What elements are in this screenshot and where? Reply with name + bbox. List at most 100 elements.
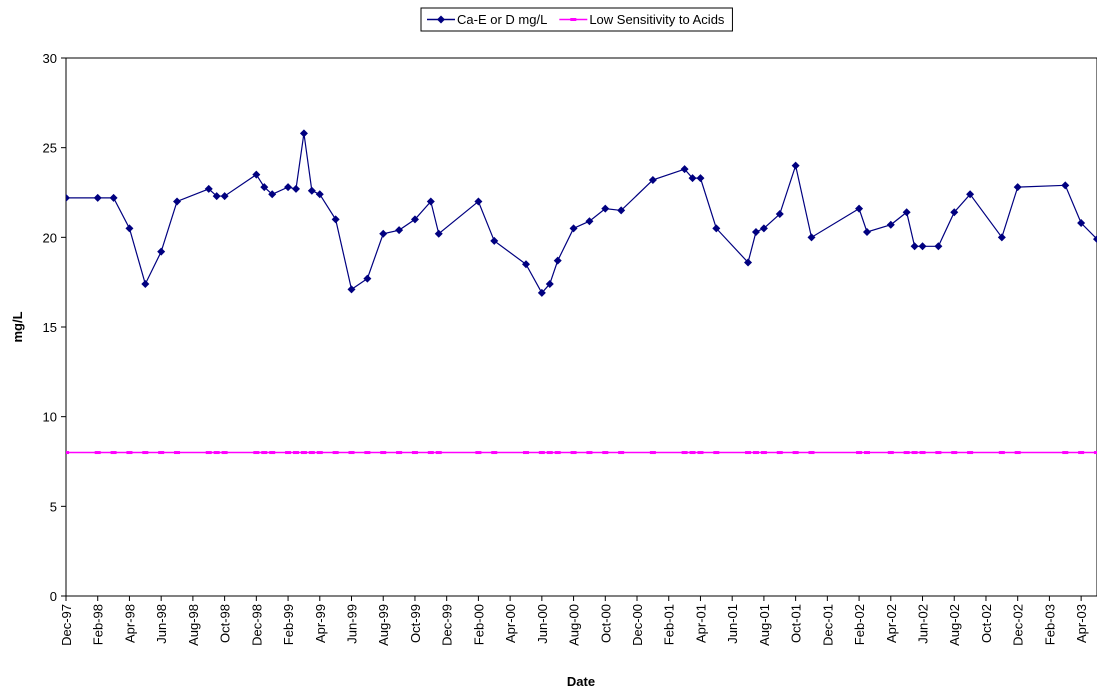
x-tick-label: Apr-03 [1074,604,1089,643]
point [220,192,229,201]
point [1061,181,1070,190]
point [316,451,323,455]
point [66,451,69,455]
x-tick-label: Feb-98 [91,604,106,645]
point [910,242,919,251]
point [125,224,134,233]
x-tick-label: Jun-00 [535,604,550,644]
x-tick-label: Feb-03 [1042,604,1057,645]
point [173,197,182,206]
x-axis-title: Date [567,674,595,689]
point [966,190,975,199]
point [142,451,149,455]
point [903,451,910,455]
point [110,451,117,455]
point [649,451,656,455]
y-tick-label: 10 [43,410,57,425]
point [744,258,753,267]
point [601,204,610,213]
point [689,451,696,455]
x-tick-label: Feb-00 [471,604,486,645]
y-tick-label: 30 [43,51,57,66]
point [126,451,133,455]
x-tick-label: Aug-01 [757,604,772,646]
legend: Ca-E or D mg/L Low Sensitivity to Acids [420,7,733,32]
point [205,451,212,455]
point [902,208,911,217]
point [546,451,553,455]
x-tick-label: Feb-02 [852,604,867,645]
point [221,451,228,455]
x-tick-label: Dec-99 [440,604,455,646]
point [918,242,927,251]
point [887,451,894,455]
point [157,247,166,256]
point [570,451,577,455]
x-tick-label: Jun-99 [345,604,360,644]
point [776,451,783,455]
x-tick-label: Dec-97 [59,604,74,646]
y-tick-label: 5 [50,499,57,514]
point [268,190,277,199]
point [553,256,562,265]
x-tick-label: Dec-00 [630,604,645,646]
point [410,215,419,224]
point [490,236,499,245]
point [434,229,443,238]
point [545,279,554,288]
point [775,210,784,219]
point [426,197,435,206]
point [299,129,308,138]
x-tick-label: Aug-99 [376,604,391,646]
point [1077,218,1086,227]
point [697,451,704,455]
x-tick-label: Dec-98 [249,604,264,646]
point [411,451,418,455]
x-tick-label: Jun-02 [916,604,931,644]
point [285,451,292,455]
x-tick-label: Apr-99 [313,604,328,643]
point [538,451,545,455]
point [680,165,689,174]
point [521,260,530,269]
point [1093,235,1097,244]
point [380,451,387,455]
point [760,451,767,455]
y-axis-title: mg/L [10,311,25,342]
point [491,451,498,455]
x-tick-label: Oct-01 [789,604,804,643]
point [158,451,165,455]
x-tick-label: Jun-98 [154,604,169,644]
point [696,174,705,183]
point [554,451,561,455]
series-line [66,133,1097,294]
point [308,451,315,455]
point [348,451,355,455]
point [759,224,768,233]
point [855,204,864,213]
point [951,451,958,455]
x-tick-label: Feb-99 [281,604,296,645]
point [364,451,371,455]
point [261,451,268,455]
point [212,192,221,201]
point [1013,183,1022,192]
point [807,233,816,242]
x-tick-label: Feb-01 [662,604,677,645]
point [863,227,872,236]
point [66,193,70,202]
point [522,451,529,455]
legend-marker [437,15,445,24]
x-tick-label: Dec-01 [820,604,835,646]
legend-item: Low Sensitivity to Acids [559,12,725,27]
x-tick-label: Apr-98 [122,604,137,643]
point [141,279,150,288]
point [713,451,720,455]
point [967,451,974,455]
point [291,184,300,193]
point [950,208,959,217]
point [617,206,626,215]
legend-marker [570,18,577,21]
point [618,451,625,455]
point [569,224,578,233]
